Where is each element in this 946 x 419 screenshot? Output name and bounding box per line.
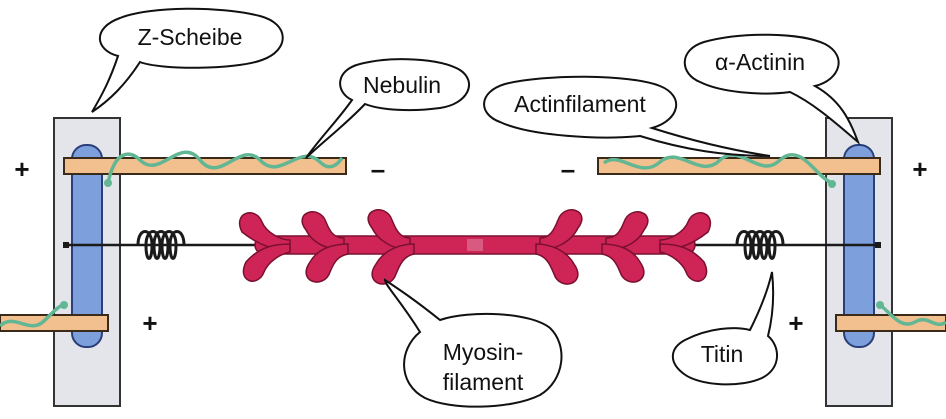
callout-titin: [671, 271, 778, 386]
myosin-head: [659, 243, 708, 282]
nebulin-strand-upper-left: [106, 150, 344, 184]
callout-z-disc: [91, 7, 284, 113]
myosin-head: [605, 211, 649, 251]
nebulin-anchor-lower-left: [60, 301, 68, 309]
myosin-head: [242, 243, 291, 282]
sign-plus-lower-left: +: [142, 308, 157, 338]
sign-plus-lower-right: +: [788, 308, 803, 338]
label-actin-filament: Actinfilament: [514, 91, 646, 117]
nebulin-anchor-lower-right: [876, 301, 884, 309]
label-titin: Titin: [701, 341, 744, 367]
label-myosin-line1: Myosin-: [443, 339, 524, 365]
myosin-head: [301, 211, 345, 251]
myosin-filament: [239, 209, 711, 285]
titin-anchor-right: [875, 242, 881, 248]
label-myosin-line2: filament: [443, 369, 524, 395]
nebulin-strand-lower-right: [878, 303, 946, 326]
nebulin-strand-upper-right: [602, 152, 831, 184]
nebulin-anchor-upper-right: [828, 180, 836, 188]
myosin-head: [371, 243, 415, 285]
myosin-head: [367, 209, 411, 251]
label-alpha-actinin: α-Actinin: [715, 49, 805, 75]
sign-minus-upper-right: –: [561, 154, 575, 184]
nebulin-strand-lower-left: [0, 303, 65, 328]
callout-alpha-actinin: [683, 33, 861, 146]
titin-spring-left: [136, 230, 186, 260]
titin-anchor-left: [63, 242, 69, 248]
callout-nebulin: [305, 58, 471, 159]
myosin-head: [601, 243, 645, 283]
myosin-head: [539, 209, 583, 251]
label-z-disc: Z-Scheibe: [138, 24, 243, 50]
callout-myosin-filament: [383, 278, 563, 408]
actin-filament-lower-left: [0, 314, 109, 332]
callout-actin-filament: [483, 75, 771, 157]
myosin-m-line: [467, 239, 483, 251]
myosin-head: [535, 243, 579, 285]
nebulin-anchor-upper-left: [104, 179, 112, 187]
titin-spring-right: [735, 230, 785, 260]
label-nebulin: Nebulin: [363, 72, 441, 98]
sign-plus-upper-left: +: [14, 154, 29, 184]
sign-minus-upper-left: –: [371, 154, 385, 184]
myosin-head: [305, 243, 349, 283]
sign-plus-upper-right: +: [912, 154, 927, 184]
